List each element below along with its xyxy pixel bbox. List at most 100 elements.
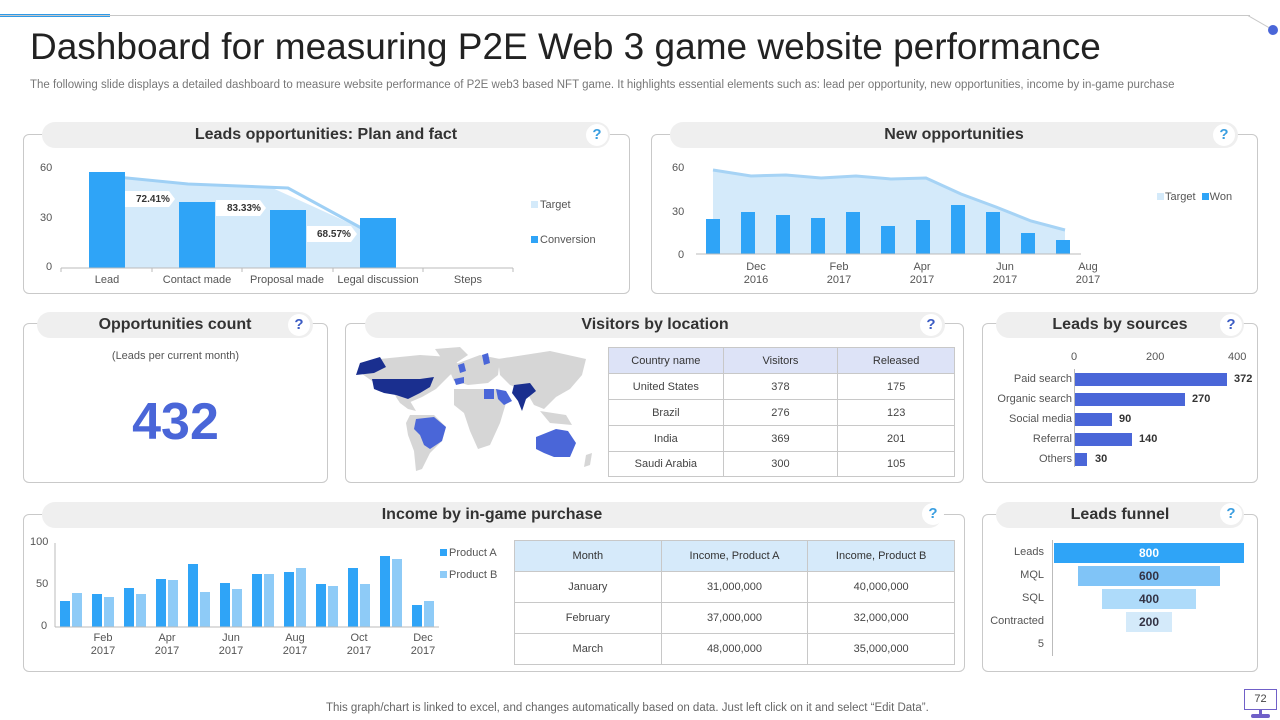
help-icon[interactable]: ? (586, 124, 608, 146)
source-value: 372 (1234, 373, 1253, 385)
x-year: 2017 (346, 645, 372, 657)
source-bar[interactable] (1075, 373, 1227, 386)
x-year: 2017 (410, 645, 436, 657)
cell-released: 123 (837, 399, 955, 426)
help-icon[interactable]: ? (920, 314, 942, 336)
y-tick: 60 (672, 162, 685, 174)
cell-visitors: 378 (722, 373, 839, 400)
funnel-axis (1052, 540, 1053, 656)
help-icon[interactable]: ? (1213, 124, 1235, 146)
leads-funnel-title: Leads funnel (996, 502, 1244, 528)
income-chart[interactable] (23, 535, 443, 630)
cell-visitors: 276 (722, 399, 839, 426)
source-bar[interactable] (1075, 393, 1185, 406)
x-label: Oct 2017 (339, 632, 379, 658)
funnel-bar-mql[interactable]: 600 (1078, 566, 1220, 586)
help-icon[interactable]: ? (1220, 314, 1242, 336)
source-bar[interactable] (1075, 433, 1132, 446)
column-header: Country name (608, 347, 724, 374)
x-year: 2017 (154, 645, 180, 657)
source-row: Referral 140 (985, 433, 1265, 447)
header-dot (1268, 25, 1278, 35)
x-month: Dec (746, 261, 766, 273)
column-header: Income, Product B (807, 540, 955, 572)
y-tick: 30 (672, 206, 685, 218)
legend-swatch (531, 201, 538, 208)
funnel-label: 5 (1037, 638, 1044, 650)
legend-label: Target (1165, 191, 1196, 203)
table-row: March 48,000,000 35,000,000 (514, 633, 955, 665)
legend-label: Conversion (540, 234, 596, 246)
source-value: 270 (1192, 393, 1211, 405)
legend-conversion: Conversion (531, 234, 596, 246)
column-header: Income, Product A (660, 540, 809, 572)
source-label: Paid search (1013, 373, 1072, 385)
source-row: Organic search 270 (985, 393, 1265, 407)
x-month: Dec (413, 632, 433, 644)
cell-released: 175 (837, 373, 955, 400)
y-tick: 100 (30, 536, 49, 548)
x-label: Jun 2017 (211, 632, 251, 658)
x-label: Feb 2017 (83, 632, 123, 658)
cell-income-a: 31,000,000 (660, 571, 809, 603)
column-header: Month (514, 540, 662, 572)
source-bar[interactable] (1075, 453, 1087, 466)
funnel-bar-contracted[interactable]: 200 (1126, 612, 1172, 632)
y-tick: 60 (40, 162, 53, 174)
opportunities-count-title: Opportunities count (37, 312, 313, 338)
cell-income-b: 35,000,000 (807, 633, 955, 665)
x-year: 2017 (1075, 274, 1101, 286)
funnel-bar-sql[interactable]: 400 (1102, 589, 1196, 609)
x-label: Aug 2017 (275, 632, 315, 658)
opportunities-count-value: 432 (132, 393, 219, 451)
legend-swatch (440, 549, 447, 556)
cell-country: Saudi Arabia (608, 451, 724, 477)
y-tick: 0 (46, 261, 53, 273)
world-map[interactable] (350, 345, 605, 477)
funnel-label: SQL (1021, 592, 1044, 604)
legend-target: Target (531, 199, 571, 211)
leads-opportunities-chart[interactable] (23, 150, 630, 290)
source-label: Organic search (997, 393, 1072, 405)
cell-country: Brazil (608, 399, 724, 426)
x-month: Apr (913, 261, 931, 273)
cell-country: India (608, 425, 724, 452)
x-category: Contact made (162, 274, 232, 286)
legend-swatch (440, 571, 447, 578)
help-icon[interactable]: ? (922, 503, 944, 525)
y-tick: 0 (678, 249, 685, 261)
help-icon[interactable]: ? (288, 314, 310, 336)
x-tick: 400 (1228, 351, 1247, 363)
x-label: Jun 2017 (985, 261, 1025, 287)
x-month: Aug (285, 632, 305, 644)
x-label: Aug 2017 (1068, 261, 1108, 287)
y-axis (1074, 369, 1075, 467)
x-year: 2016 (743, 274, 769, 286)
opportunities-count-caption: (Leads per current month) (111, 350, 240, 362)
cell-visitors: 300 (722, 451, 839, 477)
legend-swatch (1157, 193, 1164, 200)
x-label: Apr 2017 (902, 261, 942, 287)
funnel-bar-leads[interactable]: 800 (1054, 543, 1244, 563)
help-icon[interactable]: ? (1220, 503, 1242, 525)
funnel-label: Leads (1014, 546, 1044, 558)
x-label: Feb 2017 (819, 261, 859, 287)
source-row: Social media 90 (985, 413, 1265, 427)
table-row: Brazil 276 123 (608, 399, 955, 426)
cell-released: 201 (837, 425, 955, 452)
new-opportunities-chart[interactable] (651, 150, 1258, 260)
cell-month: March (514, 633, 662, 665)
source-label: Others (1038, 453, 1072, 465)
legend-label: Product A (449, 547, 497, 559)
source-bar[interactable] (1075, 413, 1112, 426)
footer-note: This graph/chart is linked to excel, and… (326, 702, 929, 714)
cell-income-a: 48,000,000 (660, 633, 809, 665)
opportunities-count-panel[interactable] (23, 323, 328, 483)
x-month: Aug (1078, 261, 1098, 273)
header-divider (0, 15, 1250, 16)
conversion-rate-label: 68.57% (317, 229, 351, 240)
source-row: Others 30 (985, 453, 1265, 467)
conversion-rate-label: 72.41% (136, 194, 170, 205)
cell-income-b: 40,000,000 (807, 571, 955, 603)
column-header: Released (837, 347, 955, 374)
